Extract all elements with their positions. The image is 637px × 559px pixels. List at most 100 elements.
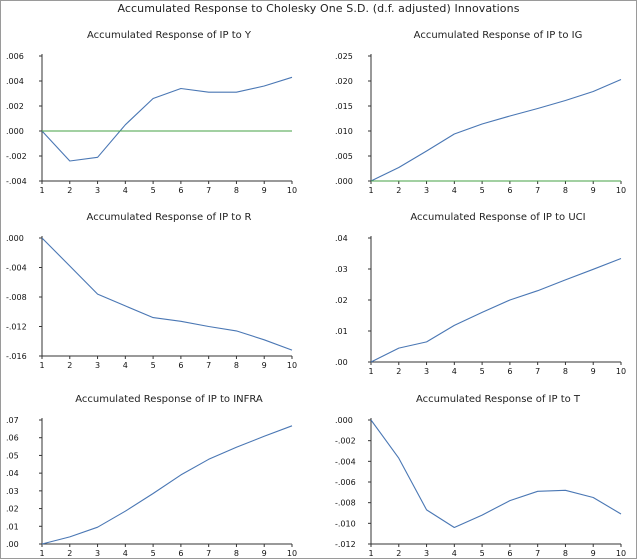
x-tick-label: 3 [424, 549, 429, 558]
x-tick-label: 4 [452, 549, 457, 558]
x-tick-label: 10 [616, 549, 626, 558]
x-tick-label: 8 [563, 367, 568, 376]
x-tick-label: 5 [480, 367, 485, 376]
x-tick-label: 3 [424, 367, 429, 376]
x-tick-label: 5 [151, 361, 156, 370]
x-tick-label: 9 [262, 186, 267, 195]
x-tick-label: 4 [123, 549, 128, 558]
y-tick-label: .020 [335, 77, 353, 86]
chart-panel-4: Accumulated Response of IP to UCI .04 .03.… [335, 212, 626, 376]
x-tick-label: 3 [95, 361, 100, 370]
y-tick-label: -.006 [335, 478, 356, 487]
x-tick-label: 6 [178, 361, 183, 370]
x-tick-label: 10 [287, 186, 297, 195]
x-tick-label: 6 [507, 186, 512, 195]
y-tick-label: .005 [335, 152, 353, 161]
x-tick-label: 2 [396, 186, 401, 195]
y-tick-label: .04 [335, 234, 348, 243]
y-tick-label: .00 [6, 540, 19, 549]
y-tick-label: .05 [6, 451, 19, 460]
x-tick-label: 10 [287, 549, 297, 558]
x-tick-label: 10 [616, 186, 626, 195]
x-tick-label: 1 [39, 186, 44, 195]
x-tick-label: 10 [287, 361, 297, 370]
y-tick-label: .01 [335, 327, 348, 336]
y-tick-label: .02 [6, 505, 19, 514]
x-tick-label: 9 [591, 549, 596, 558]
x-tick-label: 6 [178, 549, 183, 558]
x-tick-label: 7 [206, 186, 211, 195]
x-tick-label: 8 [234, 549, 239, 558]
y-tick-label: .002 [6, 102, 24, 111]
y-tick-label: -.004 [6, 264, 27, 273]
chart-panel-3: Accumulated Response of IP to R .000 -.004… [6, 212, 297, 370]
y-tick-label: .025 [335, 52, 353, 61]
x-tick-label: 1 [368, 367, 373, 376]
y-tick-label: .015 [335, 102, 353, 111]
y-tick-label: -.008 [6, 293, 27, 302]
chart-panel-2: Accumulated Response of IP to IG .025 .020… [335, 30, 626, 195]
y-tick-label: -.012 [6, 323, 27, 332]
x-tick-label: 8 [563, 186, 568, 195]
x-tick-label: 3 [424, 186, 429, 195]
y-tick-label: .00 [335, 358, 348, 367]
x-tick-label: 7 [535, 367, 540, 376]
x-tick-label: 9 [262, 549, 267, 558]
y-tick-label: -.008 [335, 499, 356, 508]
panel-title: Accumulated Response of IP to INFRA [75, 394, 263, 405]
y-tick-label: .02 [335, 296, 348, 305]
x-tick-label: 8 [563, 549, 568, 558]
x-tick-label: 4 [452, 186, 457, 195]
y-tick-label: .03 [6, 487, 19, 496]
x-tick-label: 6 [507, 549, 512, 558]
y-tick-label: .000 [6, 234, 24, 243]
y-tick-label: -.004 [335, 457, 356, 466]
x-tick-label: 3 [95, 549, 100, 558]
y-tick-label: .07 [6, 416, 19, 425]
x-tick-label: 7 [535, 549, 540, 558]
y-tick-label: .000 [335, 177, 353, 186]
y-tick-label: -.002 [6, 152, 27, 161]
y-tick-label: .06 [6, 434, 19, 443]
x-tick-label: 4 [452, 367, 457, 376]
x-tick-label: 9 [591, 186, 596, 195]
chart-panel-6: Accumulated Response of IP to T .000 -.002… [335, 394, 626, 558]
x-tick-label: 1 [39, 361, 44, 370]
response-line [370, 419, 622, 529]
y-tick-label: -.002 [335, 437, 356, 446]
response-line [370, 78, 622, 182]
x-tick-label: 2 [396, 549, 401, 558]
x-tick-label: 4 [123, 361, 128, 370]
panel-title: Accumulated Response of IP to Y [87, 30, 252, 41]
x-tick-label: 3 [95, 186, 100, 195]
y-tick-label: .006 [6, 52, 24, 61]
y-tick-label: -.010 [335, 519, 356, 528]
chart-panel-1: Accumulated Response of IP to Y .006 .004.… [6, 30, 297, 195]
x-tick-label: 6 [178, 186, 183, 195]
x-tick-label: 10 [616, 367, 626, 376]
response-line [41, 237, 293, 351]
x-tick-label: 2 [67, 549, 72, 558]
x-tick-label: 5 [151, 186, 156, 195]
y-tick-label: -.016 [6, 352, 27, 361]
y-tick-label: .04 [6, 469, 19, 478]
response-line [370, 257, 622, 363]
x-tick-label: 2 [67, 361, 72, 370]
x-tick-label: 2 [67, 186, 72, 195]
x-tick-label: 5 [151, 549, 156, 558]
x-tick-label: 5 [480, 549, 485, 558]
y-tick-label: .03 [335, 265, 348, 274]
y-tick-label: .010 [335, 127, 353, 136]
y-tick-label: -.004 [6, 177, 27, 186]
x-tick-label: 7 [206, 549, 211, 558]
panel-title: Accumulated Response of IP to IG [414, 30, 583, 41]
response-line [41, 76, 293, 162]
x-tick-label: 6 [507, 367, 512, 376]
figure-title: Accumulated Response to Cholesky One S.D… [117, 2, 520, 15]
y-tick-label: .000 [335, 416, 353, 425]
x-tick-label: 1 [368, 186, 373, 195]
panel-title: Accumulated Response of IP to T [416, 394, 581, 405]
chart-panel-5: Accumulated Response of IP to INFRA .07 .0… [6, 394, 297, 558]
y-tick-label: -.012 [335, 540, 356, 549]
